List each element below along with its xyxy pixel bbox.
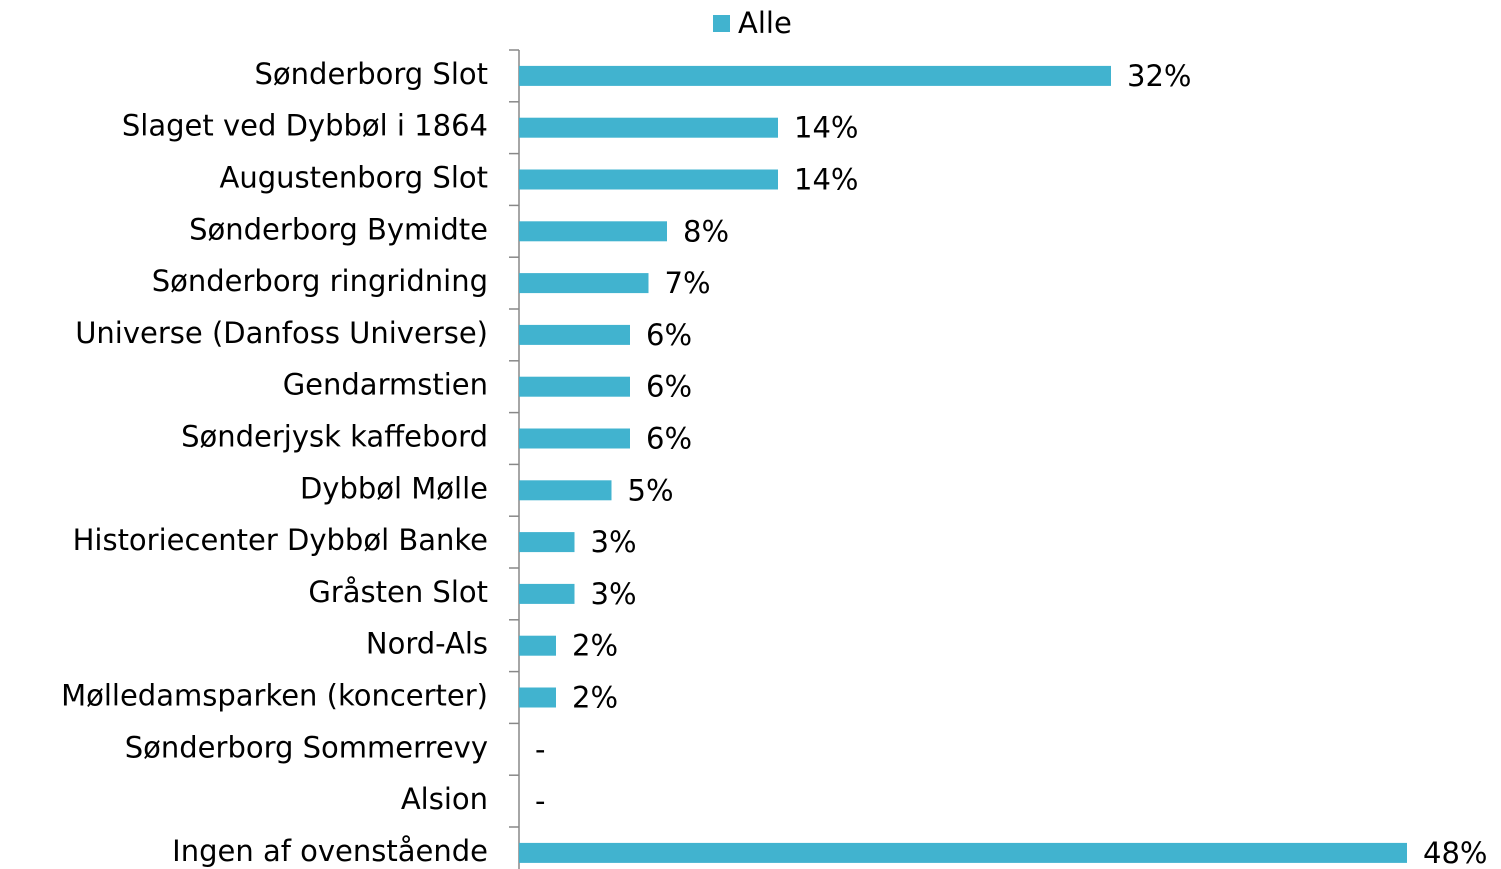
bar	[519, 169, 778, 190]
value-label: 2%	[572, 681, 618, 715]
y-tick-label: Gendarmstien	[283, 368, 488, 402]
value-label: 7%	[665, 266, 711, 300]
value-label: 2%	[572, 629, 618, 663]
y-tick-label: Ingen af ovenstående	[172, 834, 488, 868]
y-tick-label: Augustenborg Slot	[220, 161, 488, 195]
y-tick-label: Sønderborg Sommerrevy	[125, 730, 488, 764]
value-label: 3%	[591, 577, 637, 611]
value-label: 8%	[683, 214, 729, 248]
bar	[519, 273, 649, 294]
value-label: 6%	[646, 422, 692, 456]
y-tick-label: Historiecenter Dybbøl Banke	[73, 523, 488, 557]
bar	[519, 532, 575, 553]
bar	[519, 221, 667, 242]
value-label: 6%	[646, 370, 692, 404]
y-tick-label: Sønderborg ringridning	[152, 264, 488, 298]
bar	[519, 583, 575, 604]
y-tick-label: Mølledamsparken (koncerter)	[61, 679, 488, 713]
bar	[519, 65, 1111, 86]
value-label: 32%	[1127, 59, 1191, 93]
y-tick-label: Sønderborg Slot	[255, 57, 488, 91]
bar	[519, 480, 612, 501]
y-tick-label: Dybbøl Mølle	[300, 471, 488, 505]
value-label: 3%	[591, 525, 637, 559]
y-tick-label: Slaget ved Dybbøl i 1864	[122, 109, 488, 143]
bar	[519, 842, 1407, 863]
value-label: -	[535, 732, 545, 766]
y-tick-label: Sønderborg Bymidte	[189, 212, 488, 246]
y-tick-label: Alsion	[401, 782, 488, 816]
bar	[519, 376, 630, 397]
value-label: 6%	[646, 318, 692, 352]
legend-label: Alle	[738, 6, 792, 40]
bar	[519, 428, 630, 449]
bar	[519, 324, 630, 345]
legend-swatch	[713, 15, 730, 32]
y-tick-label: Sønderjysk kaffebord	[181, 420, 488, 454]
value-label: 14%	[794, 111, 858, 145]
y-tick-label: Gråsten Slot	[308, 575, 488, 609]
value-label: 5%	[628, 473, 674, 507]
value-label: 48%	[1423, 836, 1487, 869]
bar	[519, 687, 556, 708]
value-label: 14%	[794, 163, 858, 197]
bar	[519, 635, 556, 656]
y-tick-label: Universe (Danfoss Universe)	[75, 316, 488, 350]
value-label: -	[535, 784, 545, 818]
bar	[519, 117, 778, 138]
y-tick-label: Nord-Als	[366, 627, 488, 661]
